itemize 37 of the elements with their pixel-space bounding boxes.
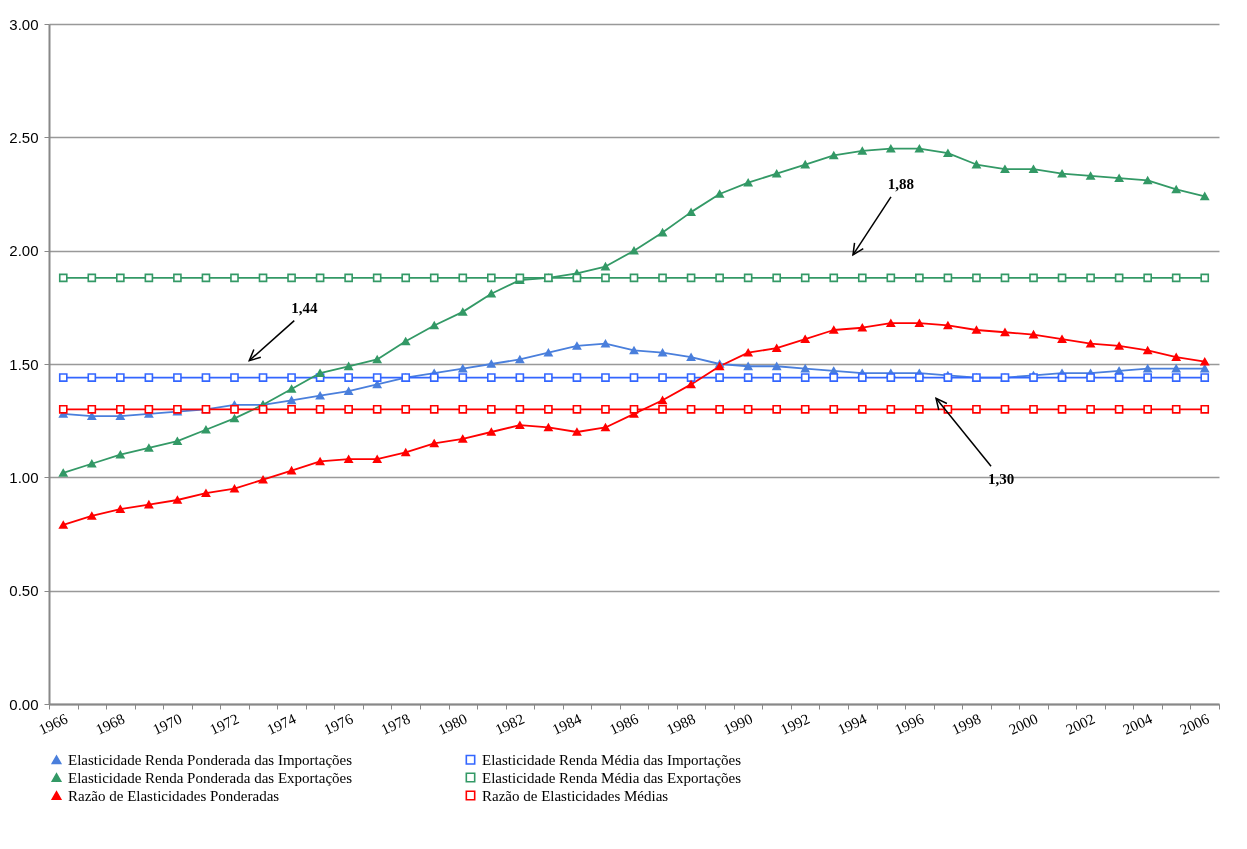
x-tick-label: 1994 <box>835 710 870 738</box>
y-tick-label: 0.00 <box>9 695 39 713</box>
x-tick-label: 1966 <box>36 710 71 738</box>
x-tick-label: 1986 <box>606 710 642 738</box>
x-tick-label: 1974 <box>264 710 299 738</box>
y-tick-label: 3.00 <box>9 15 39 33</box>
x-tick-label: 1980 <box>435 710 470 738</box>
x-tick-label: 1988 <box>663 710 698 738</box>
legend-label: Elasticidade Renda Ponderada das Importações <box>68 751 353 768</box>
x-tick-label: 1996 <box>892 710 927 738</box>
x-tick-label: 1984 <box>549 710 585 738</box>
x-tick-label: 1998 <box>949 710 984 738</box>
x-tick-label: 1970 <box>150 710 185 738</box>
x-tick-label: 2002 <box>1063 710 1098 738</box>
legend-label: Elasticidade Renda Média das Importações <box>482 751 742 768</box>
x-tick-label: 2000 <box>1006 710 1041 738</box>
x-tick-label: 1978 <box>378 710 413 738</box>
x-tick-label: 1992 <box>778 710 813 738</box>
y-tick-label: 2.50 <box>9 128 39 146</box>
y-tick-label: 1.00 <box>9 468 39 486</box>
x-tick-label: 1976 <box>321 710 356 738</box>
annotation: 1,44 <box>291 299 318 316</box>
annotation: 1,30 <box>987 471 1015 488</box>
legend-label: Razão de Elasticidades Médias <box>482 787 669 804</box>
x-tick-label: 1968 <box>93 710 128 738</box>
y-tick-label: 0.50 <box>9 582 39 600</box>
y-tick-label: 1.50 <box>9 355 39 373</box>
x-tick-label: 2006 <box>1177 710 1213 738</box>
legend-label: Elasticidade Renda Média das Exportações <box>482 769 742 786</box>
x-tick-label: 1972 <box>207 710 242 738</box>
x-tick-label: 1982 <box>492 710 527 738</box>
x-tick-label: 1990 <box>721 710 755 738</box>
legend-label: Elasticidade Renda Ponderada das Exportações <box>68 769 353 786</box>
x-tick-label: 2004 <box>1120 710 1155 738</box>
legend-label: Razão de Elasticidades Ponderadas <box>68 787 280 804</box>
annotation: 1,88 <box>887 175 915 192</box>
y-tick-label: 2.00 <box>9 242 39 260</box>
